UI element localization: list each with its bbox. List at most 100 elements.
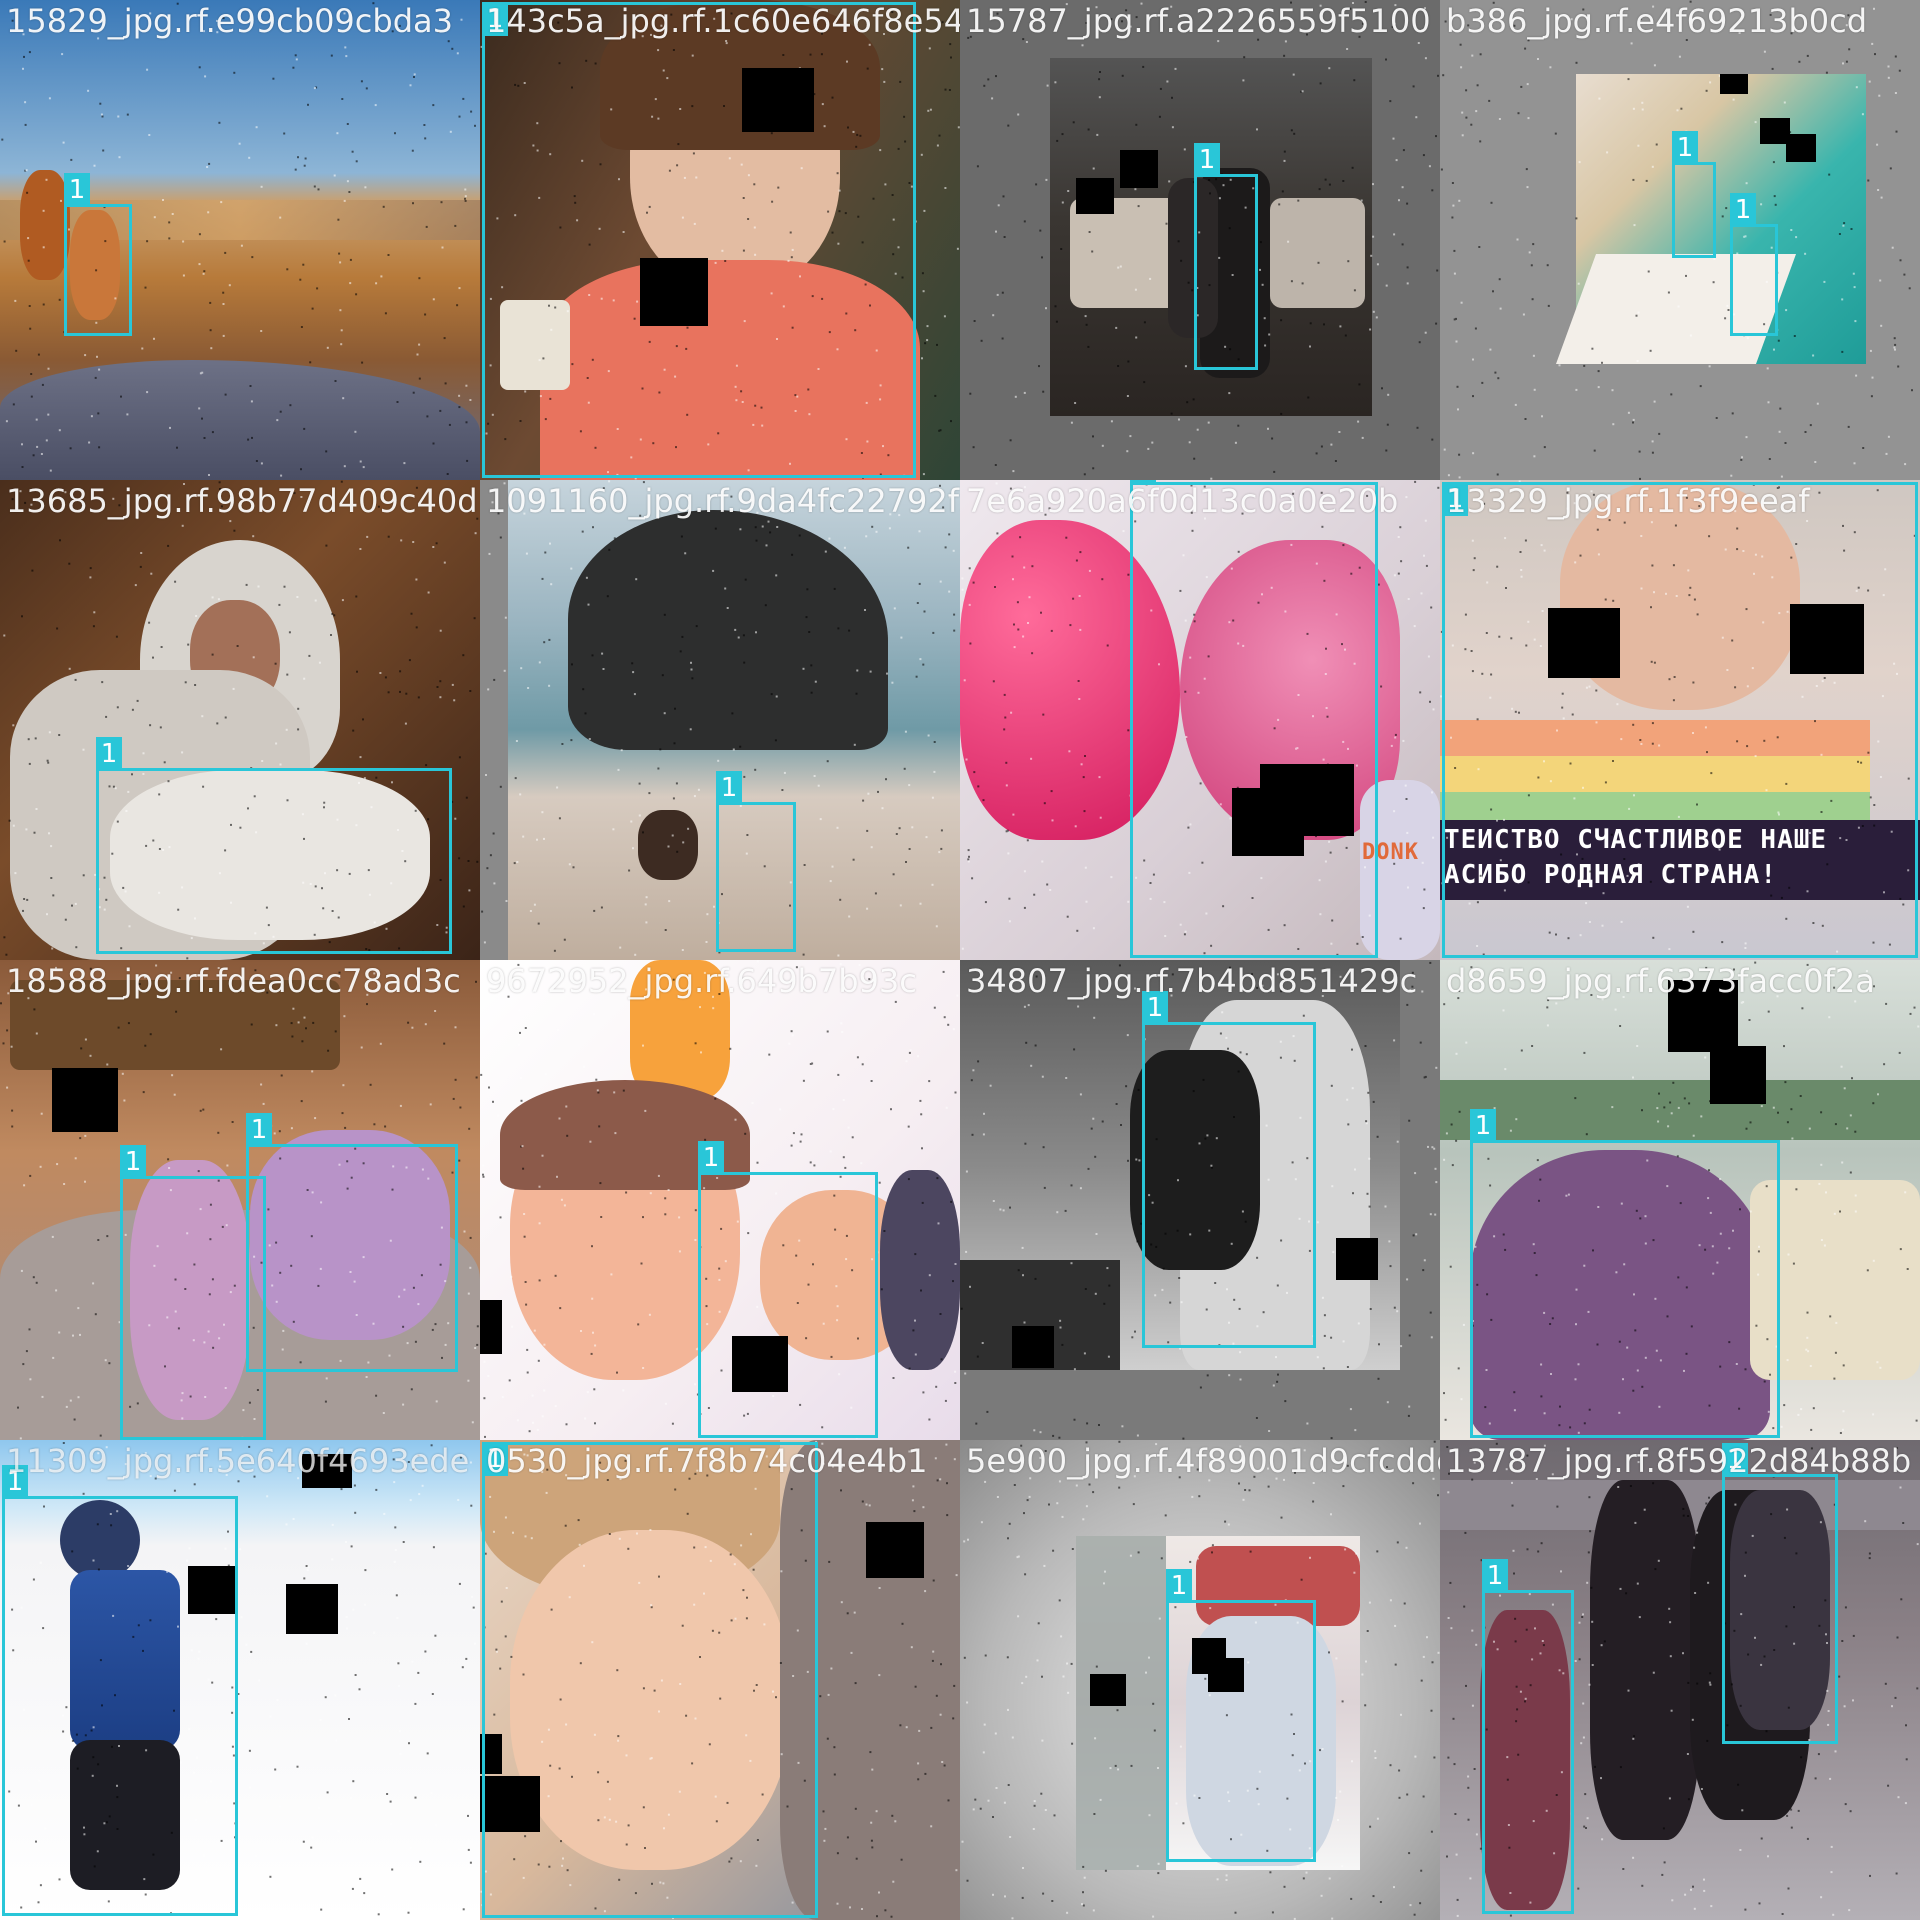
bounding-box[interactable]: 1 — [1482, 1559, 1574, 1914]
cutout-patch — [480, 1734, 502, 1774]
armchair — [1070, 198, 1180, 308]
tile-4[interactable]: 1 13685_jpg.rf.98b77d409c40d — [0, 480, 480, 960]
tile-9[interactable]: 1 9672952_jpg.rf.649b7b93c — [480, 960, 960, 1440]
tile-12[interactable]: 1 11309_jpg.rf.5e640f4693ede — [0, 1440, 480, 1920]
image-filename: 0530_jpg.rf.7f8b74c04e4b1 — [486, 1442, 928, 1480]
baby-blanket — [110, 770, 430, 940]
bounding-box[interactable]: 1 — [1470, 1109, 1780, 1438]
bounding-box[interactable]: 1 — [1194, 143, 1258, 370]
car — [1196, 1546, 1360, 1626]
tile-8[interactable]: 1 1 18588_jpg.rf.fdea0cc78ad3c — [0, 960, 480, 1440]
bounding-box[interactable]: 1 — [96, 737, 452, 954]
cutout-patch — [866, 1522, 924, 1578]
class-label: 1 — [1482, 1559, 1508, 1593]
bounding-box[interactable]: 1 — [482, 2, 916, 478]
bounding-box[interactable]: 1 — [482, 1442, 818, 1918]
man-figure — [880, 1170, 960, 1370]
image-filename: d8659_jpg.rf.6373facc0f2a — [1446, 962, 1875, 1000]
bounding-box[interactable]: 1 — [698, 1141, 878, 1438]
cutout-patch — [1786, 134, 1816, 162]
cutout-patch — [302, 1454, 352, 1488]
woman-figure — [20, 170, 70, 280]
bounding-box[interactable]: 1 — [2, 1465, 238, 1916]
cutout-patch — [732, 1336, 788, 1392]
cutout-patch — [742, 68, 814, 132]
cutout-patch — [1668, 980, 1738, 1052]
class-label: 1 — [2, 1465, 28, 1499]
image-filename: 15829_jpg.rf.e99cb09cbda3 — [6, 2, 453, 40]
cutout-patch — [188, 1566, 236, 1614]
cutout-patch — [1336, 1238, 1378, 1280]
child-figure — [70, 210, 120, 320]
tile-5[interactable]: 1 1091160_jpg.rf.9da4fc22792f37 — [480, 480, 960, 960]
woman-figure — [1590, 1480, 1700, 1840]
tile-11[interactable]: 1 d8659_jpg.rf.6373facc0f2a — [1440, 960, 1920, 1440]
bounding-box[interactable]: 1 — [246, 1113, 458, 1372]
bounding-box[interactable]: 1 — [716, 771, 796, 952]
shirt-text: DONK — [1362, 840, 1419, 865]
class-label: 1 — [120, 1145, 146, 1179]
tile-7[interactable]: ТЕИСТВО СЧАСТЛИВОЕ НАШЕ АСИБО РОДНАЯ СТР… — [1440, 480, 1920, 960]
class-label: 1 — [1166, 1569, 1192, 1603]
armchair — [1270, 198, 1365, 308]
photo-room — [1050, 58, 1372, 416]
bounding-box[interactable]: 1 — [1142, 991, 1316, 1348]
image-filename: 5e900_jpg.rf.4f89001d9cfcddd — [966, 1442, 1440, 1480]
image-filename: 34807_jpg.rf.7b4bd851429c — [966, 962, 1418, 1000]
tile-15[interactable]: 1 1 13787_jpg.rf.8f5922d84b88b — [1440, 1440, 1920, 1920]
class-label: 1 — [1130, 480, 1156, 485]
sign-banner — [1440, 820, 1920, 900]
bounding-box[interactable]: 1 — [120, 1145, 266, 1440]
class-label: 1 — [1442, 482, 1468, 516]
photo-beach — [508, 480, 960, 960]
tile-14[interactable]: 1 5e900_jpg.rf.4f89001d9cfcddd — [960, 1440, 1440, 1920]
image-filename: 13329_jpg.rf.1f3f9eeaf — [1446, 482, 1810, 520]
bounding-box[interactable]: 1 — [1130, 480, 1378, 958]
image-filename: 15787_jpg.rf.a2226559f5100 — [966, 2, 1431, 40]
cutout-patch — [1548, 608, 1620, 678]
cutout-patch — [1076, 178, 1114, 214]
tile-3[interactable]: 1 1 b386_jpg.rf.e4f69213b0cd — [1440, 0, 1920, 480]
child-figure — [1730, 1490, 1830, 1730]
rock-island — [568, 510, 888, 750]
hair — [600, 0, 880, 150]
child-figure — [1480, 1610, 1570, 1910]
clock-shelf — [10, 980, 340, 1070]
bounding-box[interactable]: 1 — [64, 173, 132, 336]
class-label: 1 — [1672, 131, 1698, 165]
class-label: 1 — [1142, 991, 1168, 1025]
sign-line-2: АСИБО РОДНАЯ СТРАНА! — [1444, 860, 1778, 890]
bounding-box[interactable]: 1 — [1672, 131, 1716, 258]
cup — [500, 300, 570, 390]
snow-pants — [70, 1740, 180, 1890]
cutout-patch — [1090, 1674, 1126, 1706]
photo-sea — [1555, 74, 1866, 364]
bow-left — [960, 520, 1180, 840]
image-filename: 7e6a920a6f0d13c0a0e20b — [966, 482, 1399, 520]
tile-10[interactable]: 1 34807_jpg.rf.7b4bd851429c — [960, 960, 1440, 1440]
cutout-patch — [1012, 1326, 1054, 1368]
bounding-box[interactable]: 1 — [1722, 1443, 1838, 1744]
tile-2[interactable]: 1 15787_jpg.rf.a2226559f5100 — [960, 0, 1440, 480]
tile-1[interactable]: 1 143c5a_jpg.rf.1c60e646f8e5421 — [480, 0, 960, 480]
class-label: 1 — [716, 771, 742, 805]
class-label: 1 — [1730, 193, 1756, 227]
adult-face — [780, 1440, 960, 1920]
bounding-box[interactable]: 1 — [1442, 482, 1918, 958]
tile-13[interactable]: 1 0530_jpg.rf.7f8b74c04e4b1 — [480, 1440, 960, 1920]
image-filename: 143c5a_jpg.rf.1c60e646f8e5421 — [486, 2, 960, 40]
girl-figure — [1168, 178, 1218, 338]
cutout-patch — [1710, 1046, 1766, 1104]
cutout-patch — [1790, 604, 1864, 674]
cutout-patch — [286, 1584, 338, 1634]
tile-6[interactable]: DONK 1 7e6a920a6f0d13c0a0e20b — [960, 480, 1440, 960]
doll-right — [250, 1130, 450, 1340]
doll-left — [130, 1160, 250, 1420]
tile-0[interactable]: 1 15829_jpg.rf.e99cb09cbda3 — [0, 0, 480, 480]
class-label: 1 — [698, 1141, 724, 1175]
bounding-box[interactable]: 1 — [1166, 1569, 1316, 1862]
bounding-box[interactable]: 1 — [1730, 193, 1778, 336]
class-label: 1 — [1194, 143, 1220, 177]
sign-line-1: ТЕИСТВО СЧАСТЛИВОЕ НАШЕ — [1444, 825, 1828, 855]
